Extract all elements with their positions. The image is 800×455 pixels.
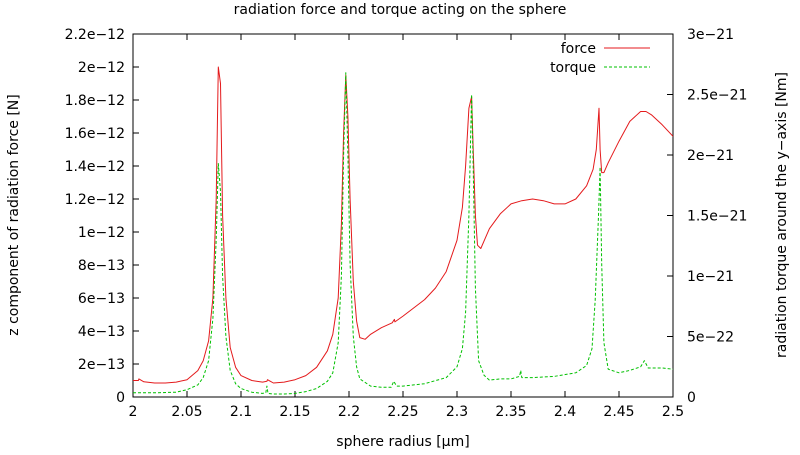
y2-tick-label: 3e−21: [687, 27, 734, 43]
legend: force torque: [550, 41, 650, 76]
y-tick-label: 1.4e−12: [65, 159, 125, 175]
chart-title: radiation force and torque acting on the…: [234, 2, 567, 18]
y2-tick-label: 0: [687, 390, 696, 406]
x-tick-label: 2.4: [554, 404, 576, 420]
x-axis: 2 2.05 2.1 2.15 2.2 2.25 2.3 2.35 2.4 2.45 2.5: [129, 34, 684, 420]
x-tick-label: 2.35: [495, 404, 526, 420]
plot-frame: [132, 33, 674, 398]
y-tick-label: 1e−12: [78, 225, 125, 241]
y2-tick-label: 1e−21: [687, 269, 734, 285]
series-line-force: [133, 66, 674, 384]
y-tick-label: 6e−13: [78, 291, 125, 307]
y2-tick-label: 2e−21: [687, 148, 734, 164]
y-tick-label: 1.2e−12: [65, 192, 125, 208]
y-tick-label: 2.2e−12: [65, 27, 125, 43]
y-tick-label: 1.8e−12: [65, 93, 125, 109]
y-tick-label: 2e−13: [78, 357, 125, 373]
y-tick-label: 8e−13: [78, 258, 125, 274]
x-tick-label: 2.15: [279, 404, 310, 420]
series-layer: [133, 66, 674, 395]
x-tick-label: 2.45: [603, 404, 634, 420]
legend-label-torque: torque: [550, 60, 596, 76]
y-tick-label: 1.6e−12: [65, 126, 125, 142]
x-tick-label: 2.3: [446, 404, 468, 420]
y-tick-label: 2e−12: [78, 60, 125, 76]
x-tick-label: 2.05: [171, 404, 202, 420]
y-axis-right-label: radiation torque around the y−axis [Nm]: [774, 72, 790, 358]
x-tick-label: 2: [129, 404, 138, 420]
y-axis-left: 0 2e−13 4e−13 6e−13 8e−13 1e−12 1.2e−12 1.4e−12…: [65, 27, 139, 406]
y-tick-label: 4e−13: [78, 324, 125, 340]
y2-tick-label: 1.5e−21: [687, 209, 747, 225]
x-axis-label: sphere radius [µm]: [336, 434, 469, 450]
y-axis-left-label: z component of radiation force [N]: [6, 94, 22, 335]
y-axis-right: 0 5e−22 1e−21 1.5e−21 2e−21 2.5e−21 3e−21: [667, 27, 747, 406]
y2-tick-label: 5e−22: [687, 330, 734, 346]
series-line-torque: [133, 72, 674, 395]
x-tick-label: 2.1: [230, 404, 252, 420]
y2-tick-label: 2.5e−21: [687, 88, 747, 104]
x-tick-label: 2.25: [387, 404, 418, 420]
y-tick-label: 0: [116, 390, 125, 406]
legend-label-force: force: [561, 41, 596, 57]
x-tick-label: 2.5: [662, 404, 684, 420]
x-tick-label: 2.2: [338, 404, 360, 420]
